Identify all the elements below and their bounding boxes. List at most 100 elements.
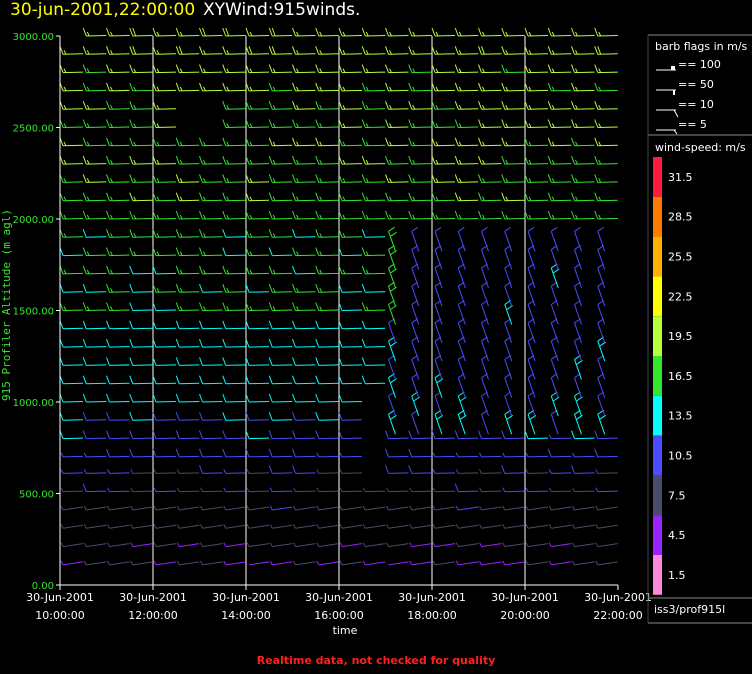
wind-barb	[338, 101, 363, 110]
wind-barb	[268, 375, 293, 385]
wind-barb	[175, 27, 200, 37]
wind-barb	[222, 82, 246, 92]
wind-barb	[268, 265, 293, 275]
wind-barb	[454, 101, 479, 110]
wind-barb	[408, 155, 432, 165]
wind-barb	[223, 560, 246, 566]
wind-barb	[432, 452, 456, 458]
wind-barb	[594, 46, 618, 55]
wind-barb	[222, 338, 246, 348]
wind-barb	[129, 82, 153, 92]
wind-barb	[454, 210, 479, 220]
wind-barb	[479, 542, 502, 548]
wind-barb	[315, 393, 339, 403]
wind-barb	[245, 82, 270, 92]
wind-barb	[152, 192, 177, 202]
wind-barb	[386, 542, 409, 548]
wind-barb	[388, 226, 397, 252]
wind-barb	[152, 430, 177, 440]
colorbar-label: 19.5	[668, 330, 693, 343]
wind-barb	[315, 64, 339, 74]
wind-barb	[547, 82, 572, 92]
wind-barb	[455, 524, 479, 529]
wind-barb	[59, 137, 84, 147]
wind-barb	[455, 505, 479, 511]
wind-barb	[338, 430, 363, 440]
wind-barb	[153, 560, 177, 566]
wind-barb	[292, 46, 316, 55]
wind-barb	[501, 27, 525, 37]
wind-barb	[245, 320, 270, 330]
wind-barb	[501, 101, 525, 110]
x-tick-date: 30-Jun-2001	[119, 591, 187, 604]
wind-barb	[152, 27, 177, 37]
wind-barb	[129, 101, 153, 110]
wind-barb	[361, 192, 386, 202]
x-tick-time: 18:00:00	[407, 609, 456, 622]
wind-barb	[361, 375, 386, 385]
wind-barb	[129, 412, 153, 421]
wind-barb	[502, 524, 525, 529]
wind-barb	[594, 119, 618, 128]
wind-barb	[315, 284, 339, 293]
wind-barb	[361, 338, 386, 348]
wind-barb	[199, 46, 223, 55]
wind-barb	[59, 192, 84, 202]
wind-barb	[386, 524, 409, 529]
wind-barb	[106, 192, 130, 202]
wind-barb	[152, 320, 177, 330]
wind-barb	[362, 542, 386, 548]
wind-barb	[315, 174, 339, 183]
wind-barb	[175, 430, 200, 440]
wind-barb	[292, 448, 316, 458]
wind-barb	[431, 119, 456, 128]
wind-barb	[594, 101, 618, 110]
wind-barb	[106, 430, 130, 440]
wind-barb	[82, 137, 107, 147]
wind-barb	[454, 483, 479, 493]
wind-barb	[455, 560, 479, 566]
wind-barb	[293, 487, 316, 493]
wind-barb	[129, 393, 153, 403]
wind-barb	[223, 487, 246, 493]
wind-barb	[315, 375, 339, 385]
wind-barb	[152, 210, 177, 220]
wind-barb	[595, 487, 618, 493]
wind-barb	[292, 210, 316, 220]
wind-barb	[316, 452, 339, 458]
wind-barb	[361, 137, 386, 147]
wind-barb	[339, 452, 363, 458]
wind-barb	[152, 448, 177, 458]
wind-barb	[457, 409, 467, 435]
wind-barb	[525, 505, 549, 511]
speed-colorbar: 31.5 28.5 25.5 22.5 19.5 16.5 13.5 10.5 7.5 4.5 1.…	[653, 157, 693, 595]
wind-barb	[269, 487, 293, 493]
wind-barb	[245, 357, 270, 366]
wind-barb	[223, 542, 246, 548]
wind-barb	[361, 82, 386, 92]
wind-barb	[268, 101, 293, 110]
wind-barb	[454, 82, 479, 92]
colorbar-label: 31.5	[668, 171, 693, 184]
colorbar-swatch	[653, 395, 662, 436]
wind-barb	[268, 357, 293, 366]
wind-barb	[478, 82, 502, 92]
wind-barb	[245, 119, 270, 128]
wind-barb	[524, 27, 549, 37]
wind-barb	[223, 505, 246, 511]
wind-barb	[176, 469, 200, 474]
wind-barb	[411, 391, 421, 417]
wind-barb	[315, 302, 339, 311]
wind-barb	[83, 505, 107, 511]
wind-barb	[479, 487, 502, 493]
wind-barb	[571, 27, 595, 37]
wind-barb	[152, 284, 177, 293]
wind-barb	[408, 64, 432, 74]
barb-legend-item: == 50	[656, 78, 714, 95]
wind-barbs	[59, 27, 618, 566]
wind-barb	[83, 452, 107, 458]
wind-barb	[152, 357, 177, 366]
y-ticks: 0.00 500.00 1000.00 1500.00 2000.00 2500.00 30…	[13, 32, 60, 592]
wind-barb	[547, 119, 572, 128]
wind-barb	[408, 82, 432, 92]
